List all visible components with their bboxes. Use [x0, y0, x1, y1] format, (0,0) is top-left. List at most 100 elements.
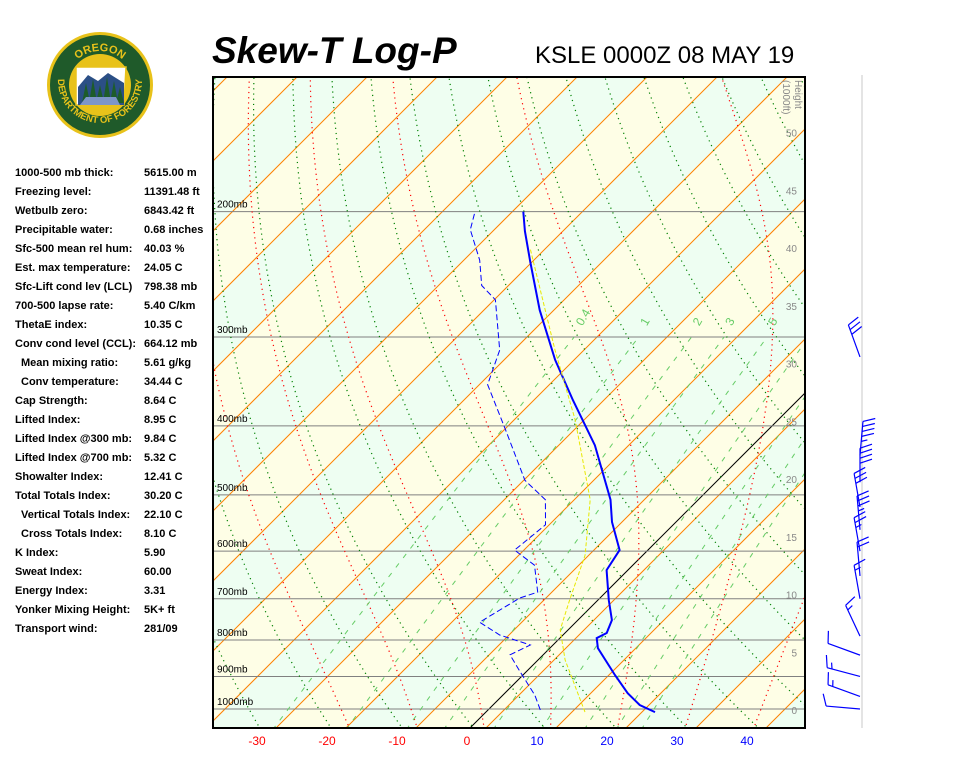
plot-frame	[212, 76, 806, 729]
pressure-label: 700mb	[217, 587, 248, 598]
height-tick-label: 40	[786, 244, 798, 255]
wind-barb-flag	[861, 427, 875, 432]
wind-barb-flag	[854, 516, 867, 524]
wind-barb-flag	[855, 476, 868, 484]
pressure-label: 500mb	[217, 483, 248, 494]
isotherm-line	[213, 77, 368, 232]
stat-label: Mean mixing ratio:	[21, 357, 119, 369]
dry-adiabat-line	[487, 77, 805, 641]
plot-area: 0.4 1 2 3 5	[213, 67, 960, 730]
stat-label: K Index:	[15, 547, 59, 559]
stat-row: Lifted Index: 8.95 C	[15, 414, 213, 433]
stat-label: Lifted Index:	[15, 414, 81, 426]
stat-value: 798.38 mb	[144, 281, 198, 293]
stat-label: Yonker Mixing Height:	[15, 604, 131, 616]
stat-label: Total Totals Index:	[15, 490, 111, 502]
stat-value: 6843.42 ft	[144, 205, 195, 217]
stat-row: Est. max temperature: 24.05 C	[15, 262, 213, 281]
pressure-label: 200mb	[217, 200, 248, 211]
stat-row: 700-500 lapse rate: 5.40 C/km	[15, 300, 213, 319]
wind-barb	[859, 417, 876, 456]
wind-barb-staff	[859, 421, 864, 456]
oregon-department-of-forestry-logo: OREGON DEPARTMENT OF FORESTRY	[47, 32, 153, 138]
wind-barb-flag	[857, 495, 870, 502]
isotherm-line	[906, 77, 960, 728]
moist-adiabat-line	[684, 77, 774, 728]
wind-barb-flag	[859, 458, 873, 464]
wind-barb-staff	[856, 541, 861, 576]
station-time-label: KSLE 0000Z 08 MAY 19	[535, 42, 795, 69]
stat-row: Energy Index: 3.31	[15, 585, 213, 604]
temperature-tick-label: 0	[464, 734, 471, 748]
stat-value: 12.41 C	[144, 471, 183, 483]
wind-barb-flag	[845, 596, 856, 606]
isotherm-line	[625, 548, 805, 728]
temperature-band	[906, 77, 960, 728]
wind-barb-half-flag	[847, 605, 853, 611]
stat-label: Lifted Index @300 mb:	[15, 433, 133, 445]
stat-value: 3.31	[144, 585, 166, 597]
mixing-ratio-line	[444, 336, 725, 728]
dry-adiabat-line	[799, 77, 805, 89]
isotherm-line	[213, 77, 788, 652]
dry-adiabat-line	[213, 475, 332, 728]
wind-barb	[825, 654, 861, 678]
temperature-band	[213, 77, 805, 721]
mixing-ratio-line	[406, 336, 692, 728]
isotherm-line	[345, 268, 805, 728]
stat-row: Yonker Mixing Height: 5K+ ft	[15, 604, 213, 623]
pressure-label: 600mb	[217, 539, 248, 550]
wind-barb-staff	[853, 565, 861, 599]
stat-value: 24.05 C	[144, 262, 183, 274]
wind-barb-half-flag	[858, 507, 865, 512]
stat-value: 5.40 C/km	[144, 300, 196, 312]
wind-barb	[827, 630, 861, 656]
wind-barb-flag	[859, 453, 873, 459]
wind-barb-staff	[845, 605, 861, 637]
dry-adiabat-line	[370, 77, 689, 728]
stat-value: 5.90	[144, 547, 166, 559]
height-tick-label: 25	[786, 417, 798, 428]
stat-label: Energy Index:	[15, 585, 88, 597]
mixing-ratio-line	[346, 336, 640, 728]
pressure-label: 1000mb	[217, 697, 254, 708]
pressure-label: 400mb	[217, 414, 248, 425]
stat-label: Precipitable water:	[15, 224, 113, 236]
stat-value: 0.68 inches	[144, 224, 204, 236]
stat-row: Transport wind: 281/09	[15, 623, 213, 642]
temperature-tick-label: -30	[248, 734, 266, 748]
stat-value: 5K+ ft	[144, 604, 175, 616]
pressure-label: 800mb	[217, 628, 248, 639]
wind-barb-flag	[859, 443, 873, 449]
dry-adiabat-line	[949, 67, 960, 730]
isotherm-line	[836, 77, 960, 728]
stat-value: 40.03 %	[144, 243, 185, 255]
stat-label: Sweat Index:	[15, 566, 83, 578]
wind-barb-flag	[862, 422, 875, 428]
dry-adiabat-line	[448, 77, 805, 707]
stat-value: 5.61 g/kg	[144, 357, 192, 369]
stat-row: Lifted Index @700 mb: 5.32 C	[15, 452, 213, 471]
isotherm-line	[213, 128, 805, 722]
height-tick-label: 50	[786, 129, 798, 140]
stat-label: Freezing level:	[15, 186, 92, 198]
stat-row: Sfc-Lift cond lev (LCL) 798.38 mb	[15, 281, 213, 300]
moist-adiabat-line	[309, 77, 485, 728]
stat-row: Mean mixing ratio: 5.61 g/kg	[15, 357, 213, 376]
wind-barb-flag	[856, 536, 869, 543]
isotherm-line	[213, 77, 648, 512]
dry-adiabat-line	[834, 67, 960, 730]
stat-row: Vertical Totals Index: 22.10 C	[15, 509, 213, 528]
chart-title: Skew-T Log-P	[212, 30, 457, 71]
wind-barb	[856, 490, 870, 530]
stat-label: ThetaE index:	[15, 319, 88, 331]
height-tick-label: 0	[791, 706, 797, 717]
temperature-trace	[522, 211, 656, 714]
wind-barb-flag	[822, 693, 827, 707]
wind-barb-flag	[861, 432, 875, 437]
stat-row: Sfc-500 mean rel hum: 40.03 %	[15, 243, 213, 262]
wind-barb	[822, 693, 861, 710]
stat-row: ThetaE index: 10.35 C	[15, 319, 213, 338]
stat-label: Lifted Index @700 mb:	[15, 452, 133, 464]
temperature-tick-label: -10	[388, 734, 406, 748]
